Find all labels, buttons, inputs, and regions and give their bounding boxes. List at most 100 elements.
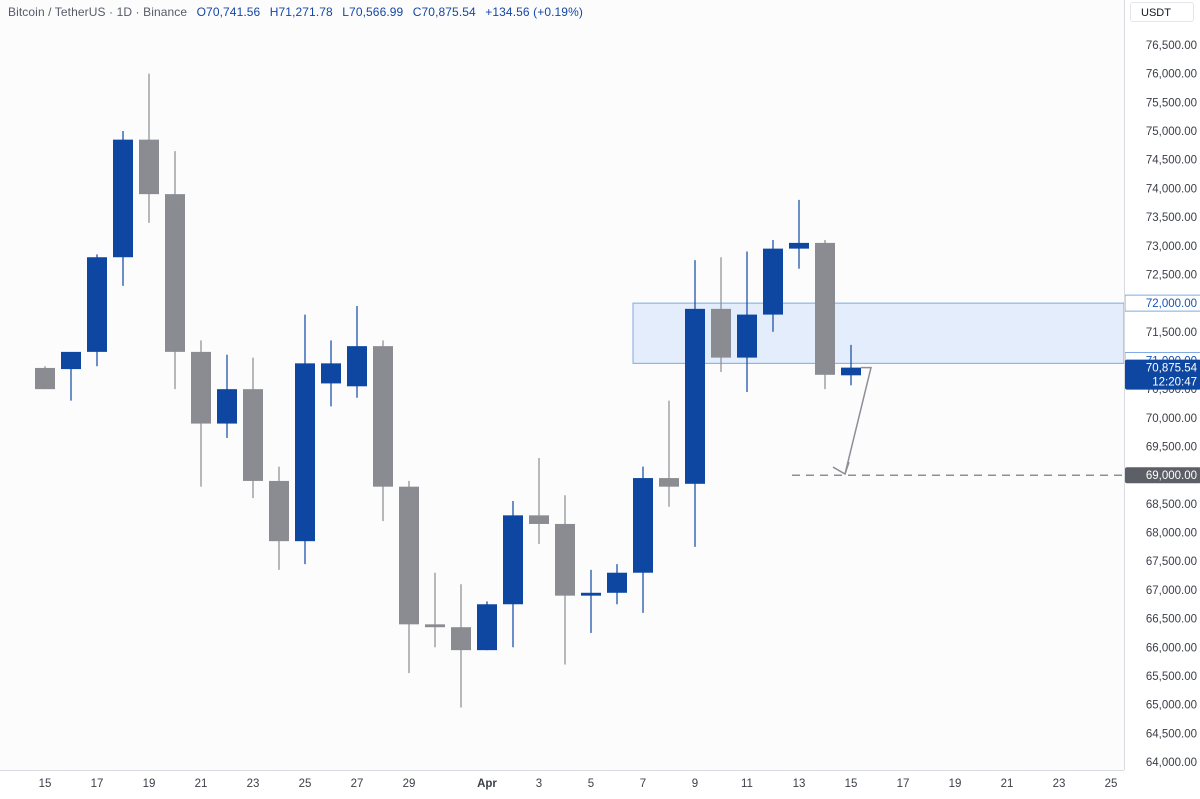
time-tick-label: 7 <box>640 778 646 790</box>
price-tick-label: 69,500.00 <box>1146 442 1197 454</box>
candle-body <box>373 346 393 487</box>
candle <box>711 257 731 372</box>
time-tick-label: 11 <box>741 778 753 790</box>
zone-top-label-bg <box>1124 294 1200 312</box>
price-tick-label: 72,500.00 <box>1146 269 1197 281</box>
candle-body <box>425 624 445 628</box>
candle <box>425 572 445 648</box>
candle-body <box>347 346 367 387</box>
candle <box>581 569 601 633</box>
time-tick-label: 13 <box>793 778 806 790</box>
symbol-legend: Bitcoin / TetherUS · 1D · Binance O70,74… <box>8 5 583 19</box>
time-tick-label: Apr <box>477 778 497 790</box>
candle-body <box>113 139 133 258</box>
time-tick-label: 23 <box>1053 778 1066 790</box>
open-value: O70,741.56 <box>196 5 261 19</box>
candle-body <box>87 257 107 352</box>
time-axis-scale: 15 17 19 21 23 25 27 29 Apr 3 5 7 9 11 13 15 17 19 21 23 25 <box>39 778 1118 790</box>
price-tick-label: 68,500.00 <box>1146 499 1197 511</box>
price-tick-label: 64,500.00 <box>1146 728 1197 740</box>
price-tick-label: 66,500.00 <box>1146 614 1197 626</box>
candle <box>451 584 471 708</box>
candle <box>269 466 289 570</box>
candle <box>217 354 237 438</box>
candle <box>763 240 783 332</box>
price-tick-label: 67,000.00 <box>1146 585 1197 597</box>
candle <box>633 466 653 613</box>
time-tick-label: 29 <box>403 778 416 790</box>
time-tick-label: 25 <box>1105 778 1118 790</box>
candle <box>139 73 159 223</box>
chart-plot-area[interactable] <box>0 0 1125 770</box>
time-tick-label: 21 <box>195 778 208 790</box>
candle-body <box>399 486 419 625</box>
time-tick-label: 17 <box>91 778 104 790</box>
price-tick-label: 66,000.00 <box>1146 642 1197 654</box>
candle-body <box>659 478 679 487</box>
price-axis-scale: 76,500.00 76,000.00 75,500.00 75,000.00 74,5… <box>1124 40 1200 769</box>
countdown-text: 12:20:47 <box>1152 377 1197 389</box>
candle-body <box>841 367 861 376</box>
candle <box>113 131 133 286</box>
candle-body <box>711 308 731 358</box>
highlight-zone <box>632 302 1125 364</box>
candle-body <box>61 351 81 370</box>
candle-body <box>607 572 627 593</box>
time-tick-label: 15 <box>39 778 52 790</box>
target-price-tag: 69,000.00 <box>1125 467 1200 484</box>
candle-body <box>295 363 315 542</box>
time-tick-label: 27 <box>351 778 364 790</box>
candle-body <box>269 480 289 542</box>
candle-body <box>737 314 757 358</box>
arrow-head-icon <box>832 461 850 476</box>
candle-body <box>763 248 783 315</box>
candle-body <box>243 389 263 481</box>
current-price-text: 70,875.54 <box>1146 363 1198 375</box>
price-tick-label: 76,000.00 <box>1146 69 1197 81</box>
price-tick-label: 64,000.00 <box>1146 757 1197 769</box>
candle-body <box>633 478 653 573</box>
candle <box>373 340 393 522</box>
time-axis[interactable]: 15 17 19 21 23 25 27 29 Apr 3 5 7 9 11 13 15 17 19 21 23 25 <box>0 770 1124 793</box>
price-tick-label: 65,000.00 <box>1146 700 1197 712</box>
candle-body <box>35 367 55 390</box>
price-tick-label: 70,000.00 <box>1146 413 1197 425</box>
time-tick-label: 19 <box>949 778 962 790</box>
price-tick-label: 74,500.00 <box>1146 155 1197 167</box>
target-price-tag-bg <box>1125 467 1200 484</box>
candle <box>295 314 315 565</box>
candle <box>659 400 679 507</box>
candle <box>243 357 263 499</box>
candle <box>477 601 497 651</box>
candle <box>685 260 705 547</box>
time-tick-label: 19 <box>143 778 156 790</box>
candlestick-chart[interactable] <box>0 0 1125 770</box>
price-tick-label: 67,500.00 <box>1146 556 1197 568</box>
candle <box>789 199 809 269</box>
symbol-title[interactable]: Bitcoin / TetherUS · 1D · Binance <box>8 5 188 19</box>
price-tick-label: 73,000.00 <box>1146 241 1197 253</box>
time-tick-label: 3 <box>536 778 542 790</box>
time-tick-label: 23 <box>247 778 260 790</box>
price-tick-label: 71,500.00 <box>1146 327 1197 339</box>
low-value: L70,566.99 <box>342 5 404 19</box>
candle-body <box>503 515 523 605</box>
candle <box>321 340 341 407</box>
candle-body <box>217 389 237 424</box>
candle <box>737 251 757 393</box>
time-tick-label: 21 <box>1001 778 1014 790</box>
price-axis[interactable]: 76,500.00 76,000.00 75,500.00 75,000.00 74,5… <box>1124 0 1200 770</box>
candle <box>87 254 107 367</box>
zone-top-label: 72,000.00 <box>1124 294 1200 312</box>
candle <box>165 151 185 390</box>
candle-body <box>165 194 185 352</box>
candle-body <box>529 515 549 524</box>
candle-body <box>581 592 601 596</box>
current-price-tag-bg <box>1125 359 1200 390</box>
price-tick-label: 76,500.00 <box>1146 40 1197 52</box>
zone-top-label-text: 72,000.00 <box>1146 298 1197 310</box>
price-tick-label: 75,000.00 <box>1146 126 1197 138</box>
projection-arrow-line <box>844 366 872 475</box>
currency-selector[interactable]: USDT <box>1130 2 1194 22</box>
candle <box>503 501 523 648</box>
